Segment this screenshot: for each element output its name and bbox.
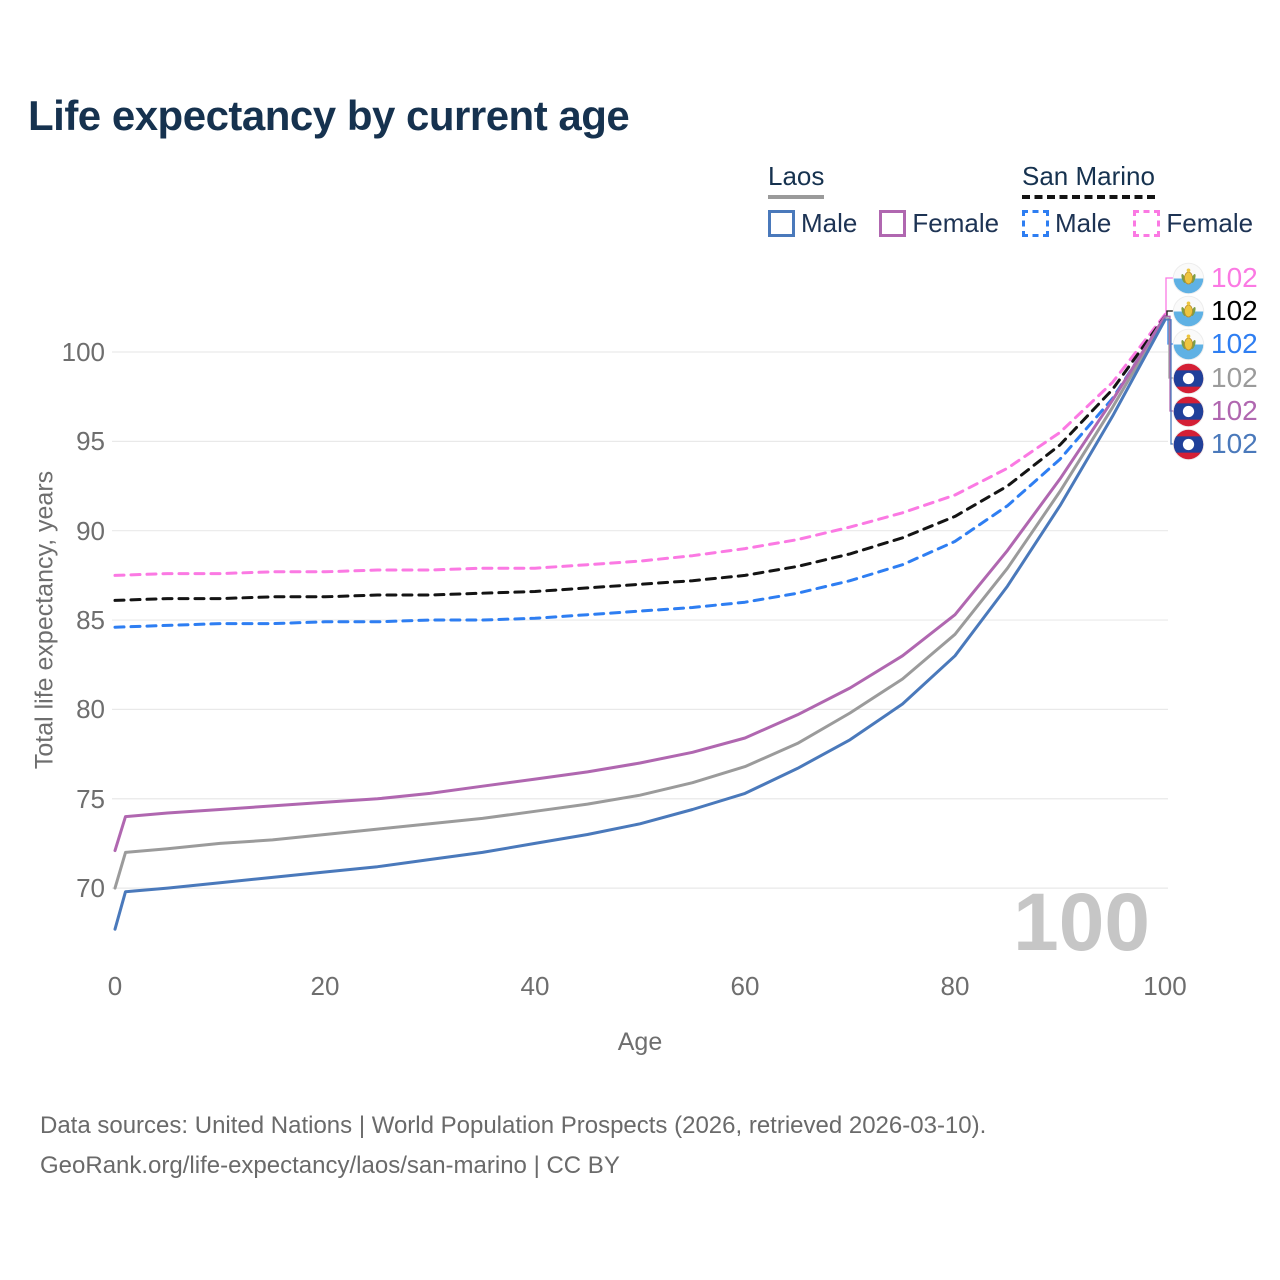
series-end-label-san-marino-female: 102 bbox=[1172, 261, 1258, 295]
end-label-connector bbox=[1165, 277, 1173, 316]
legend-label-san-marino-male: Male bbox=[1055, 208, 1112, 238]
age-watermark: 100 bbox=[1013, 877, 1150, 968]
laos-flag-icon bbox=[1172, 362, 1205, 394]
x-axis-title: Age bbox=[617, 1028, 663, 1056]
series-line-laos-both bbox=[113, 316, 1167, 890]
legend-country-laos[interactable]: Laos bbox=[768, 162, 825, 199]
footer-source-line: Data sources: United Nations | World Pop… bbox=[40, 1112, 987, 1139]
series-line-laos-female bbox=[113, 314, 1167, 853]
y-tick-label: 85 bbox=[76, 605, 105, 636]
san-marino-male-swatch-icon bbox=[1022, 210, 1049, 237]
series-line-san-marino-female bbox=[113, 313, 1167, 577]
y-tick-label: 80 bbox=[76, 694, 105, 725]
legend-label-laos-female: Female bbox=[912, 208, 1000, 238]
footer: Data sources: United Nations | World Pop… bbox=[40, 1106, 986, 1186]
end-label-value: 102 bbox=[1211, 295, 1258, 326]
y-tick-label: 75 bbox=[76, 783, 105, 814]
series-end-label-laos-male: 102 bbox=[1172, 427, 1258, 461]
legend-group-laos: Laos Male Female bbox=[768, 162, 999, 239]
series-line-san-marino-both bbox=[113, 314, 1167, 602]
page-title: Life expectancy by current age bbox=[28, 92, 630, 139]
legend-label-san-marino-female: Female bbox=[1166, 208, 1254, 238]
end-label-value: 102 bbox=[1211, 362, 1258, 393]
end-label-value: 102 bbox=[1211, 395, 1258, 426]
footer-attribution-line: GeoRank.org/life-expectancy/laos/san-mar… bbox=[40, 1152, 620, 1179]
san-marino-flag-icon bbox=[1172, 328, 1205, 360]
laos-male-swatch-icon bbox=[768, 210, 795, 237]
legend-group-san-marino: San Marino Male Female bbox=[1022, 162, 1253, 239]
legend-item-laos-male[interactable]: Male bbox=[768, 208, 857, 239]
laos-flag-icon bbox=[1172, 428, 1205, 460]
series-end-label-san-marino-both: 102 bbox=[1172, 294, 1258, 328]
end-label-value: 102 bbox=[1211, 428, 1258, 459]
x-tick-label: 20 bbox=[310, 971, 340, 1001]
y-tick-label: 70 bbox=[76, 873, 105, 904]
x-tick-label: 0 bbox=[107, 971, 123, 1001]
x-tick-label: 40 bbox=[520, 971, 550, 1001]
series-end-label-laos-female: 102 bbox=[1172, 394, 1258, 428]
series-end-label-laos-both: 102 bbox=[1172, 361, 1258, 395]
x-tick-label: 80 bbox=[940, 971, 970, 1001]
x-tick-label: 60 bbox=[730, 971, 760, 1001]
y-tick-label: 95 bbox=[76, 426, 105, 457]
x-tick-label: 100 bbox=[1143, 971, 1187, 1001]
san-marino-female-swatch-icon bbox=[1133, 210, 1161, 237]
series-line-san-marino-male bbox=[113, 316, 1167, 629]
legend-item-laos-female[interactable]: Female bbox=[879, 208, 999, 239]
laos-flag-icon bbox=[1172, 395, 1205, 427]
san-marino-flag-icon bbox=[1172, 295, 1205, 327]
end-label-value: 102 bbox=[1211, 262, 1258, 293]
san-marino-flag-icon bbox=[1172, 262, 1205, 294]
legend-item-san-marino-female[interactable]: Female bbox=[1133, 208, 1253, 239]
legend-label-laos-male: Male bbox=[801, 208, 858, 238]
end-label-connector bbox=[1165, 319, 1173, 445]
laos-female-swatch-icon bbox=[879, 210, 907, 237]
series-line-laos-male bbox=[113, 318, 1167, 931]
legend-country-san-marino[interactable]: San Marino bbox=[1022, 162, 1155, 199]
end-label-value: 102 bbox=[1211, 328, 1258, 359]
y-tick-label: 100 bbox=[61, 337, 105, 367]
y-tick-label: 90 bbox=[76, 515, 105, 546]
legend-item-san-marino-male[interactable]: Male bbox=[1022, 208, 1111, 239]
series-end-label-san-marino-male: 102 bbox=[1172, 327, 1258, 361]
